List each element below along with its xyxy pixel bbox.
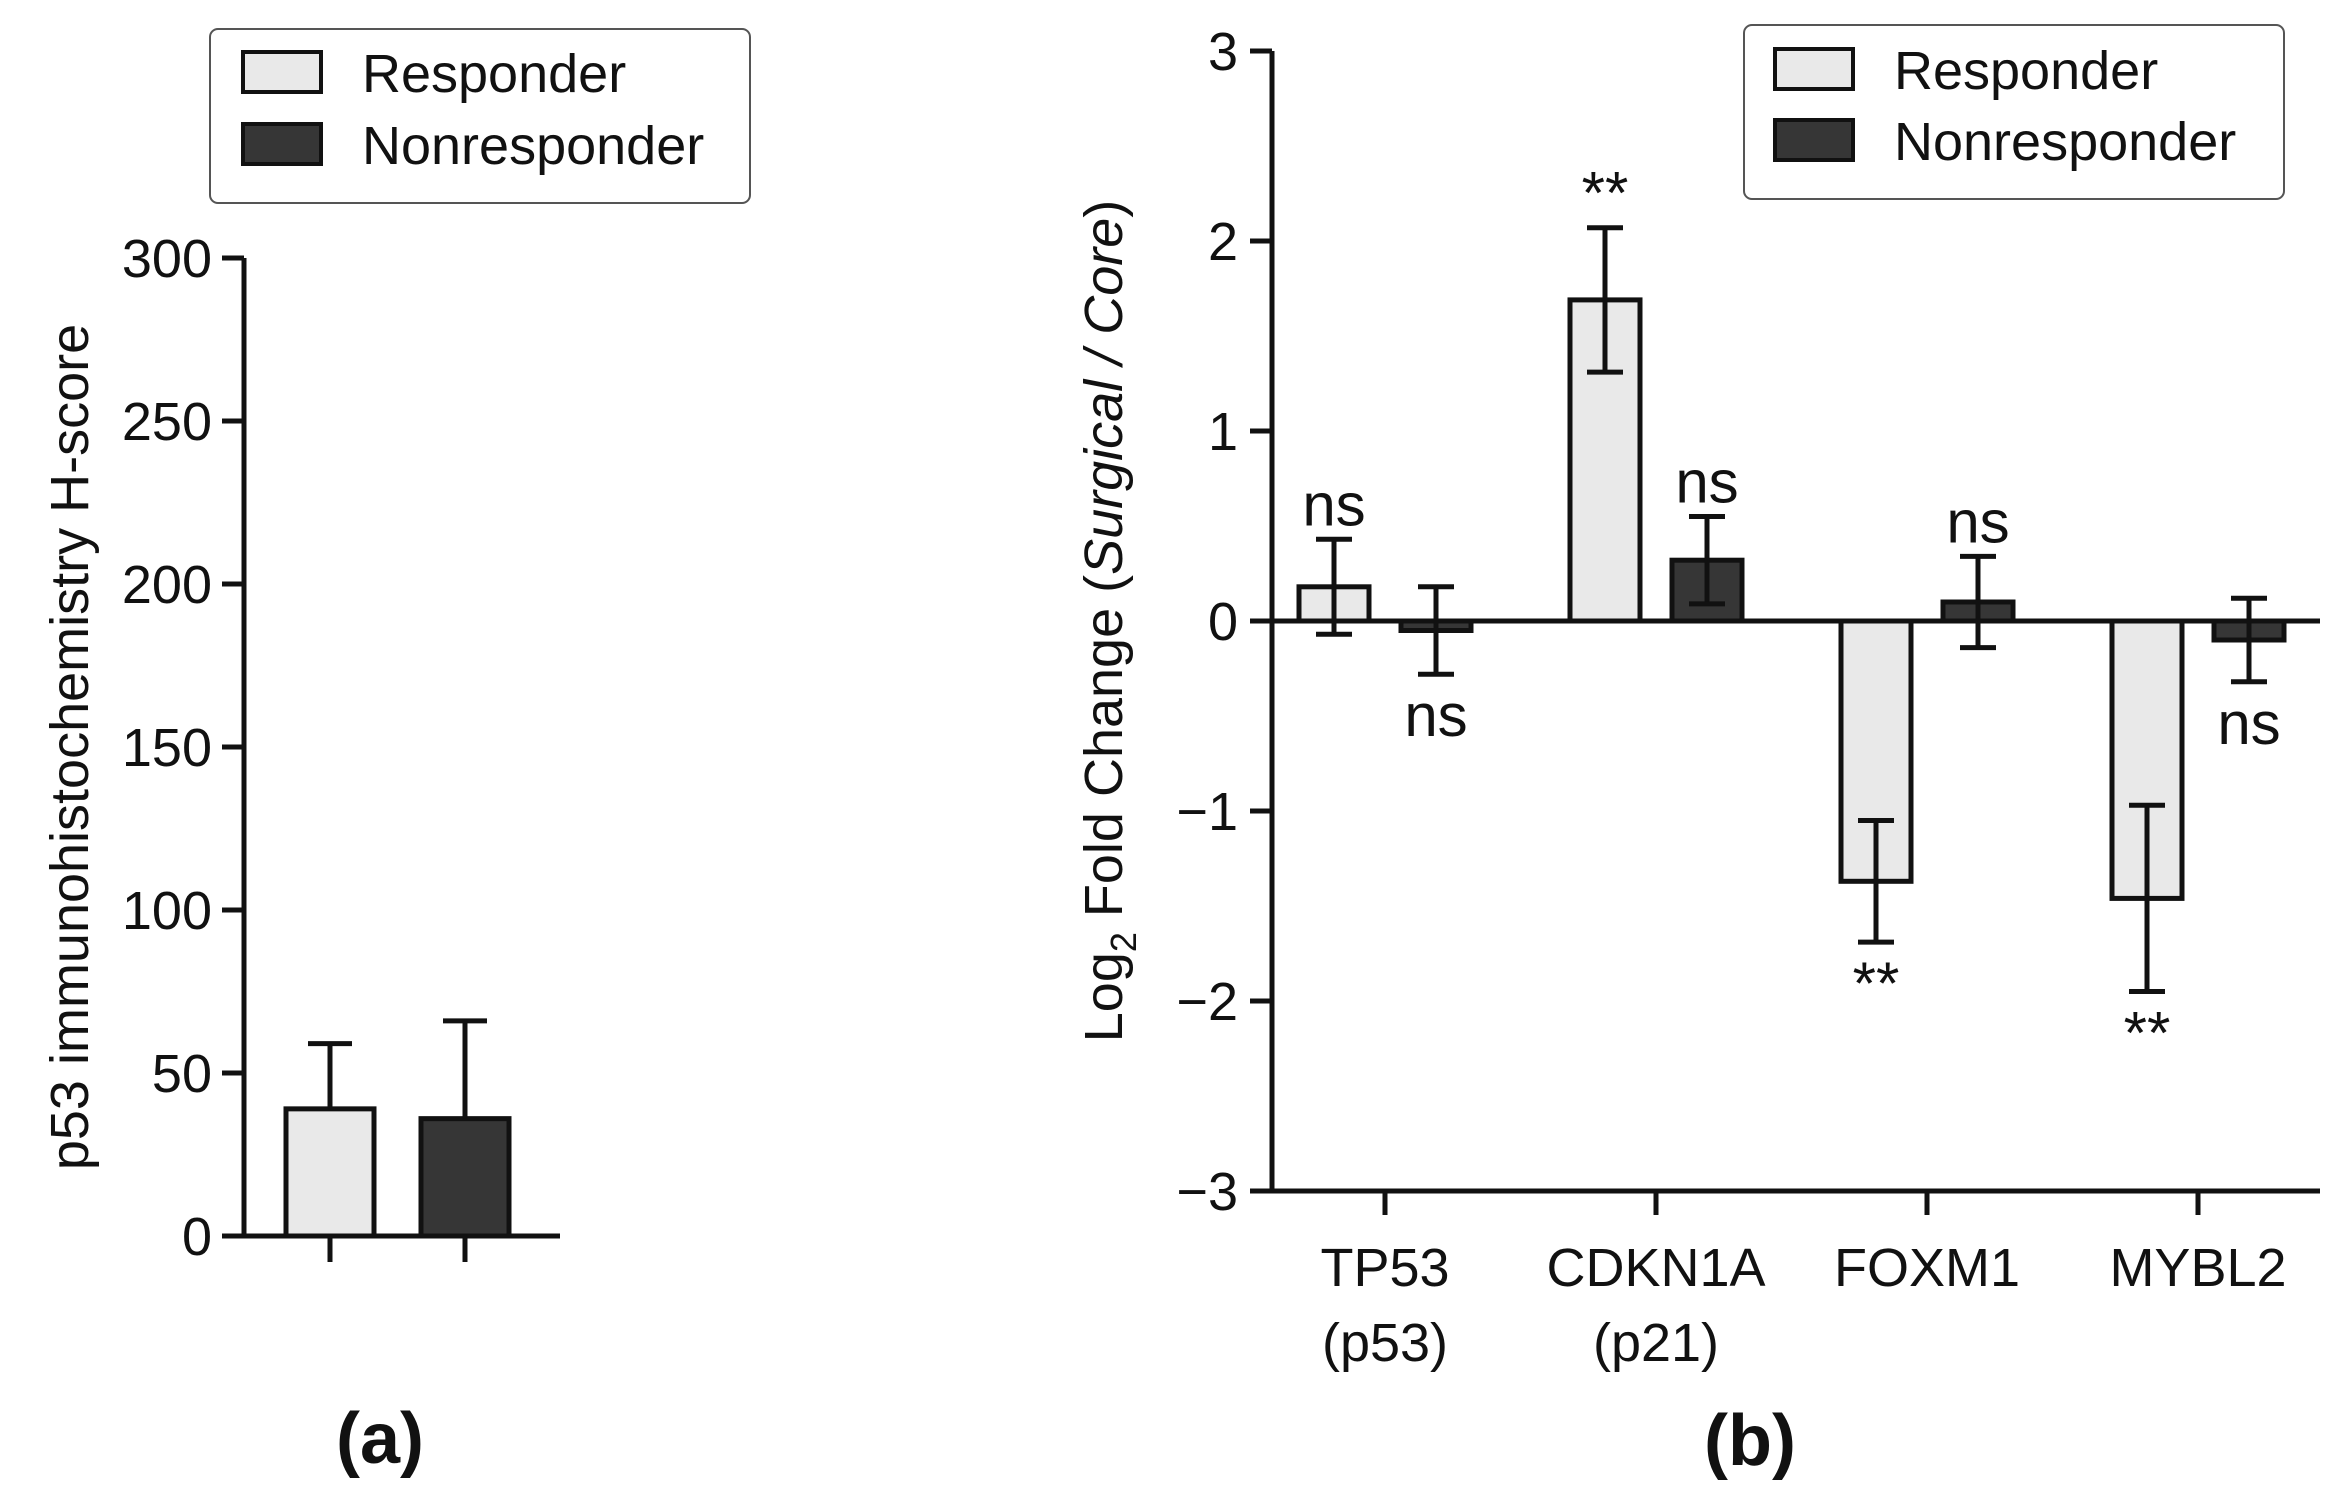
y-tick-label-b: −3 bbox=[1176, 1162, 1238, 1222]
x-tick-label-b: CDKN1A bbox=[1546, 1238, 1765, 1298]
legend-a-nonresponder-swatch bbox=[241, 122, 323, 166]
legend-a: Responder Nonresponder bbox=[209, 28, 751, 204]
panel-b: −3 −2 −1 0 1 2 3 ns ns ** ns ** ns ** ns TP53 (p53) CDK… bbox=[1074, 22, 2320, 1481]
y-tick-label-b: −2 bbox=[1176, 972, 1238, 1032]
x-ticks-b: TP53 (p53) CDKN1A (p21) FOXM1 MYBL2 bbox=[1320, 1191, 2287, 1373]
significance-label: ns bbox=[1675, 449, 1738, 516]
x-tick-sublabel-b: (p21) bbox=[1593, 1313, 1719, 1373]
significance-label: ns bbox=[1404, 682, 1467, 749]
y-tick-label-a: 200 bbox=[122, 555, 212, 615]
y-tick-label-a: 100 bbox=[122, 881, 212, 941]
legend-b-responder-swatch bbox=[1773, 47, 1855, 91]
x-tick-label-b: TP53 bbox=[1320, 1238, 1449, 1298]
y-tick-label-b: 3 bbox=[1208, 22, 1238, 82]
y-tick-label-a: 50 bbox=[152, 1044, 212, 1104]
bar-a-0 bbox=[283, 1106, 377, 1239]
y-tick-label-a: 300 bbox=[122, 229, 212, 289]
significance-label: ** bbox=[2124, 1000, 2171, 1067]
significance-label: ns bbox=[2217, 690, 2280, 757]
y-tick-label-a: 150 bbox=[122, 718, 212, 778]
significance-label: ns bbox=[1302, 471, 1365, 538]
y-ticks-b: −3 −2 −1 0 1 2 3 bbox=[1176, 22, 1272, 1222]
x-tick-label-b: MYBL2 bbox=[2109, 1238, 2286, 1298]
panel-a: Responder Nonresponder 0 50 100 150 200 250 30… bbox=[40, 28, 751, 1479]
y-tick-label-a: 250 bbox=[122, 392, 212, 452]
panel-label-a: (a) bbox=[336, 1399, 424, 1479]
y-tick-label-b: 0 bbox=[1208, 592, 1238, 652]
y-tick-label-a: 0 bbox=[182, 1207, 212, 1267]
legend-b-box bbox=[1743, 24, 2285, 200]
significance-label: ** bbox=[1853, 950, 1900, 1017]
y-tick-label-b: 1 bbox=[1208, 402, 1238, 462]
bars-a bbox=[283, 1018, 512, 1262]
legend-b: Responder Nonresponder bbox=[1743, 24, 2285, 200]
legend-b-nonresponder-label: Nonresponder bbox=[1894, 112, 2236, 172]
legend-a-box bbox=[209, 28, 751, 204]
bars-b: ns ns ** ns ** ns ** ns bbox=[1296, 160, 2287, 1067]
bar-a-1 bbox=[418, 1116, 512, 1239]
legend-a-nonresponder-label: Nonresponder bbox=[362, 116, 704, 176]
y-axis-label-b: Log2 Fold Change (Surgical / Core) bbox=[1074, 200, 1144, 1042]
x-tick-label-b: FOXM1 bbox=[1834, 1238, 2020, 1298]
legend-a-responder-label: Responder bbox=[362, 44, 626, 104]
y-axis-label-a: p53 immunohistochemistry H-score bbox=[40, 324, 100, 1170]
y-tick-label-b: −1 bbox=[1176, 782, 1238, 842]
panel-label-b: (b) bbox=[1704, 1401, 1796, 1481]
significance-label: ** bbox=[1582, 160, 1629, 227]
x-tick-sublabel-b: (p53) bbox=[1322, 1313, 1448, 1373]
legend-a-responder-swatch bbox=[241, 50, 323, 94]
y-ticks-a: 0 50 100 150 200 250 300 bbox=[122, 229, 244, 1267]
y-tick-label-b: 2 bbox=[1208, 212, 1238, 272]
legend-b-responder-label: Responder bbox=[1894, 41, 2158, 101]
legend-b-nonresponder-swatch bbox=[1773, 118, 1855, 162]
significance-label: ns bbox=[1946, 488, 2009, 555]
